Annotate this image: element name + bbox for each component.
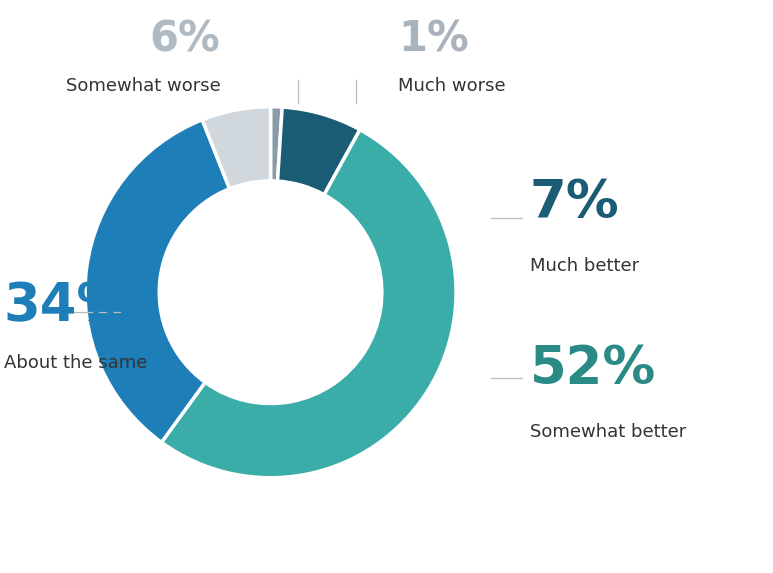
Wedge shape xyxy=(162,129,456,478)
Text: About the same: About the same xyxy=(4,355,147,372)
Text: Much worse: Much worse xyxy=(398,77,506,95)
Text: 52%: 52% xyxy=(530,343,656,395)
Text: 1%: 1% xyxy=(398,18,469,60)
Text: 7%: 7% xyxy=(530,177,619,229)
Text: Much better: Much better xyxy=(530,257,638,275)
Text: Somewhat better: Somewhat better xyxy=(530,423,686,441)
Wedge shape xyxy=(85,120,230,442)
Wedge shape xyxy=(271,107,282,181)
Wedge shape xyxy=(278,107,360,195)
Text: 6%: 6% xyxy=(149,18,220,60)
Text: 34%: 34% xyxy=(4,280,130,332)
Wedge shape xyxy=(203,107,271,189)
Text: Somewhat worse: Somewhat worse xyxy=(66,77,220,95)
